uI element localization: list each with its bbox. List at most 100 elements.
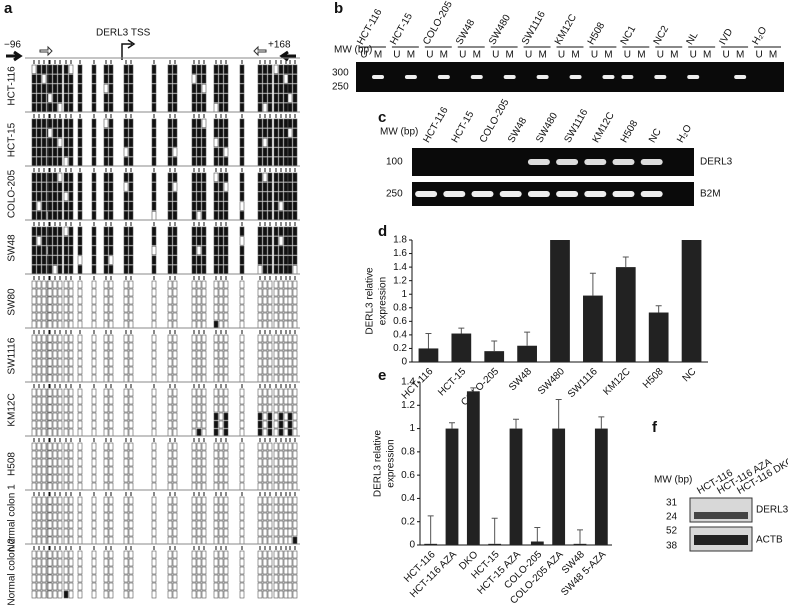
cpg-site <box>218 374 224 383</box>
cpg-site <box>77 226 83 236</box>
cpg-site <box>52 226 58 236</box>
cpg-site <box>239 520 245 529</box>
cpg-site <box>68 182 74 192</box>
cpg-site <box>103 582 109 591</box>
cpg-site <box>278 103 284 113</box>
cpg-site <box>196 496 202 505</box>
cpg-site <box>262 182 268 192</box>
cpg-site <box>41 566 47 575</box>
cpg-site <box>91 288 97 297</box>
lane-label: H₂O <box>750 25 769 47</box>
cpg-site <box>191 93 197 103</box>
cpg-site <box>267 236 273 246</box>
cpg-site <box>167 201 173 211</box>
cpg-site <box>68 118 74 128</box>
cpg-site <box>108 536 114 545</box>
cpg-site <box>213 280 219 289</box>
cpg-site <box>123 388 129 397</box>
cpg-site <box>172 374 178 383</box>
x-tick-label: H508 <box>641 366 666 391</box>
cpg-site <box>257 93 263 103</box>
cpg-site <box>31 520 37 529</box>
cpg-site <box>257 83 263 94</box>
cpg-site <box>63 358 69 367</box>
cpg-site <box>167 558 173 567</box>
cpg-site <box>41 312 47 321</box>
cpg-site <box>239 182 245 192</box>
cpg-site <box>103 128 109 138</box>
cpg-site <box>151 590 157 599</box>
cpg-site <box>292 191 298 202</box>
sample-label: HCT-116 <box>7 66 18 106</box>
x-tick-label: SW48 <box>507 366 534 393</box>
cpg-site <box>223 366 229 375</box>
cpg-site <box>41 558 47 567</box>
error-bar <box>589 272 596 296</box>
cpg-site <box>267 458 273 467</box>
cpg-site <box>213 404 219 413</box>
cpg-site <box>108 496 114 505</box>
cpg-site <box>52 536 58 545</box>
cpg-site <box>123 137 129 148</box>
cpg-site <box>52 137 58 148</box>
bar <box>530 541 544 545</box>
cpg-site <box>167 137 173 148</box>
cpg-site <box>103 442 109 451</box>
cpg-site <box>108 404 114 413</box>
cpg-site <box>36 296 42 305</box>
cpg-site <box>278 74 284 84</box>
cpg-site <box>287 550 293 559</box>
sample-label: KM12C <box>7 393 18 426</box>
cpg-site <box>283 226 289 236</box>
cpg-site <box>239 566 245 575</box>
y-tick-label: 1.8 <box>393 235 407 246</box>
cpg-site <box>151 504 157 513</box>
cpg-site <box>57 388 63 397</box>
cpg-site <box>273 280 279 289</box>
bar <box>594 428 608 545</box>
cpg-site <box>47 334 53 343</box>
cpg-site <box>278 374 284 383</box>
cpg-site <box>213 350 219 359</box>
cpg-site <box>191 366 197 375</box>
cpg-site <box>128 147 134 157</box>
cpg-site <box>41 550 47 559</box>
cpg-site <box>287 350 293 359</box>
cpg-site <box>172 83 178 94</box>
cpg-site <box>201 211 207 221</box>
cpg-site <box>151 236 157 246</box>
cpg-site <box>68 288 74 297</box>
cpg-site <box>41 157 47 167</box>
cpg-site <box>172 280 178 289</box>
cpg-site <box>31 103 37 113</box>
cpg-site <box>68 466 74 475</box>
cpg-site <box>167 304 173 313</box>
cpg-site <box>191 320 197 329</box>
cpg-site <box>218 412 224 421</box>
cpg-site <box>77 536 83 545</box>
cpg-site <box>151 296 157 305</box>
cpg-site <box>52 280 58 289</box>
cpg-site <box>287 320 293 329</box>
cpg-site <box>68 550 74 559</box>
cpg-site <box>273 396 279 405</box>
cpg-site <box>191 236 197 246</box>
cpg-site <box>57 245 63 256</box>
cpg-site <box>213 550 219 559</box>
cpg-site <box>128 482 134 491</box>
cpg-site <box>287 255 293 265</box>
cpg-site <box>91 590 97 599</box>
cpg-site <box>108 312 114 321</box>
cpg-site <box>218 590 224 599</box>
mw-marker: 250 <box>332 82 349 93</box>
cpg-site <box>103 566 109 575</box>
cpg-site <box>108 550 114 559</box>
cpg-site <box>47 296 53 305</box>
band <box>415 191 438 197</box>
cpg-site <box>41 118 47 128</box>
cpg-site <box>283 442 289 451</box>
cpg-site <box>191 172 197 182</box>
cpg-site <box>257 265 263 275</box>
cpg-site <box>123 428 129 437</box>
cpg-site <box>267 388 273 397</box>
